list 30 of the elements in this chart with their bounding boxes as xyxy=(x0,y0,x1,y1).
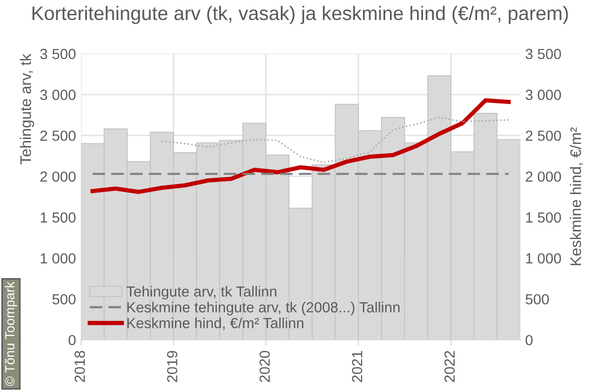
y-tick-label: 3 000 xyxy=(40,90,76,100)
x-tick-label: 2021 xyxy=(352,350,362,382)
y2-tick-label: 1 500 xyxy=(526,212,561,223)
y2-tick-label: 3 000 xyxy=(526,90,561,100)
y-tick-label: 2 500 xyxy=(40,130,76,141)
y2-tick-label: 2 000 xyxy=(526,171,561,182)
y2-tick-label: 3 500 xyxy=(526,48,561,60)
y-tick-label: 0 xyxy=(68,334,76,346)
text: © Tõnu Toompark xyxy=(4,282,18,386)
chart-title: Korteritehingute arv (tk, vasak) ja keskmine hind (€/m², parem) xyxy=(32,6,568,24)
x-tick-label: 2022 xyxy=(444,351,455,382)
y-tick-label: 1 500 xyxy=(40,212,76,223)
x-tick-label: 2019 xyxy=(167,350,178,382)
y-tick-label: 2 000 xyxy=(40,171,76,182)
y2-axis-title: Keskmine hind, €/m² xyxy=(570,127,583,266)
legend-label: Keskmine hind, €/m² Tallinn xyxy=(127,318,304,330)
line-series xyxy=(161,116,510,164)
y-tick-label: 500 xyxy=(52,294,76,304)
y2-tick-label: 1 000 xyxy=(526,253,561,264)
y2-tick-label: 500 xyxy=(526,294,549,304)
y2-tick-label: 2 500 xyxy=(526,130,561,141)
legend-label: Tehingute arv, tk Tallinn xyxy=(126,286,276,300)
x-tick-label: 2018 xyxy=(74,350,85,382)
x-tick-label: 2020 xyxy=(260,350,270,382)
line-series xyxy=(90,98,511,194)
y-tick-label: 3 500 xyxy=(40,48,76,60)
legend-label: Keskmine tehingute arv, tk (2008...) Tallinn xyxy=(127,302,400,316)
y2-tick-label: 0 xyxy=(526,334,533,346)
y-axis-title: Tehingute arv, tk xyxy=(20,54,34,164)
y-tick-label: 1 000 xyxy=(40,253,76,264)
